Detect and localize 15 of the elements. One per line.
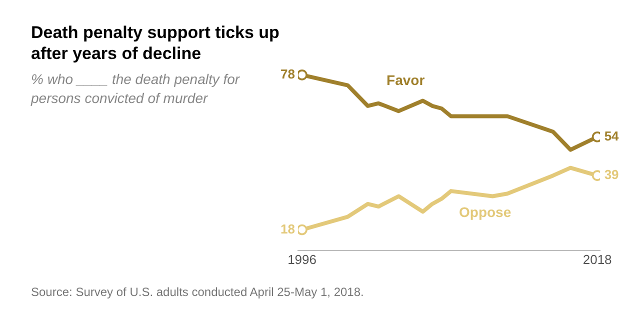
data-label: 39 [604,167,619,182]
point [592,131,600,142]
data-label: 78 [280,66,296,82]
point [298,224,308,236]
data-label: 54 [604,128,620,144]
point [592,170,600,181]
point [298,70,308,80]
x-tick-label: 1996 [288,252,316,267]
text: Death penalty support ticks up after years of decline [31,22,280,64]
series-label: Oppose [459,204,512,220]
x-tick-label: 2018 [582,252,612,267]
data-label: 18 [280,221,296,236]
text: % who ____ the death penalty for persons convicted of murder [31,70,241,108]
series-label: Favor [386,72,426,88]
source-note: Source: Survey of U.S. adults conducted April 25-May 1, 2018. [31,285,364,299]
